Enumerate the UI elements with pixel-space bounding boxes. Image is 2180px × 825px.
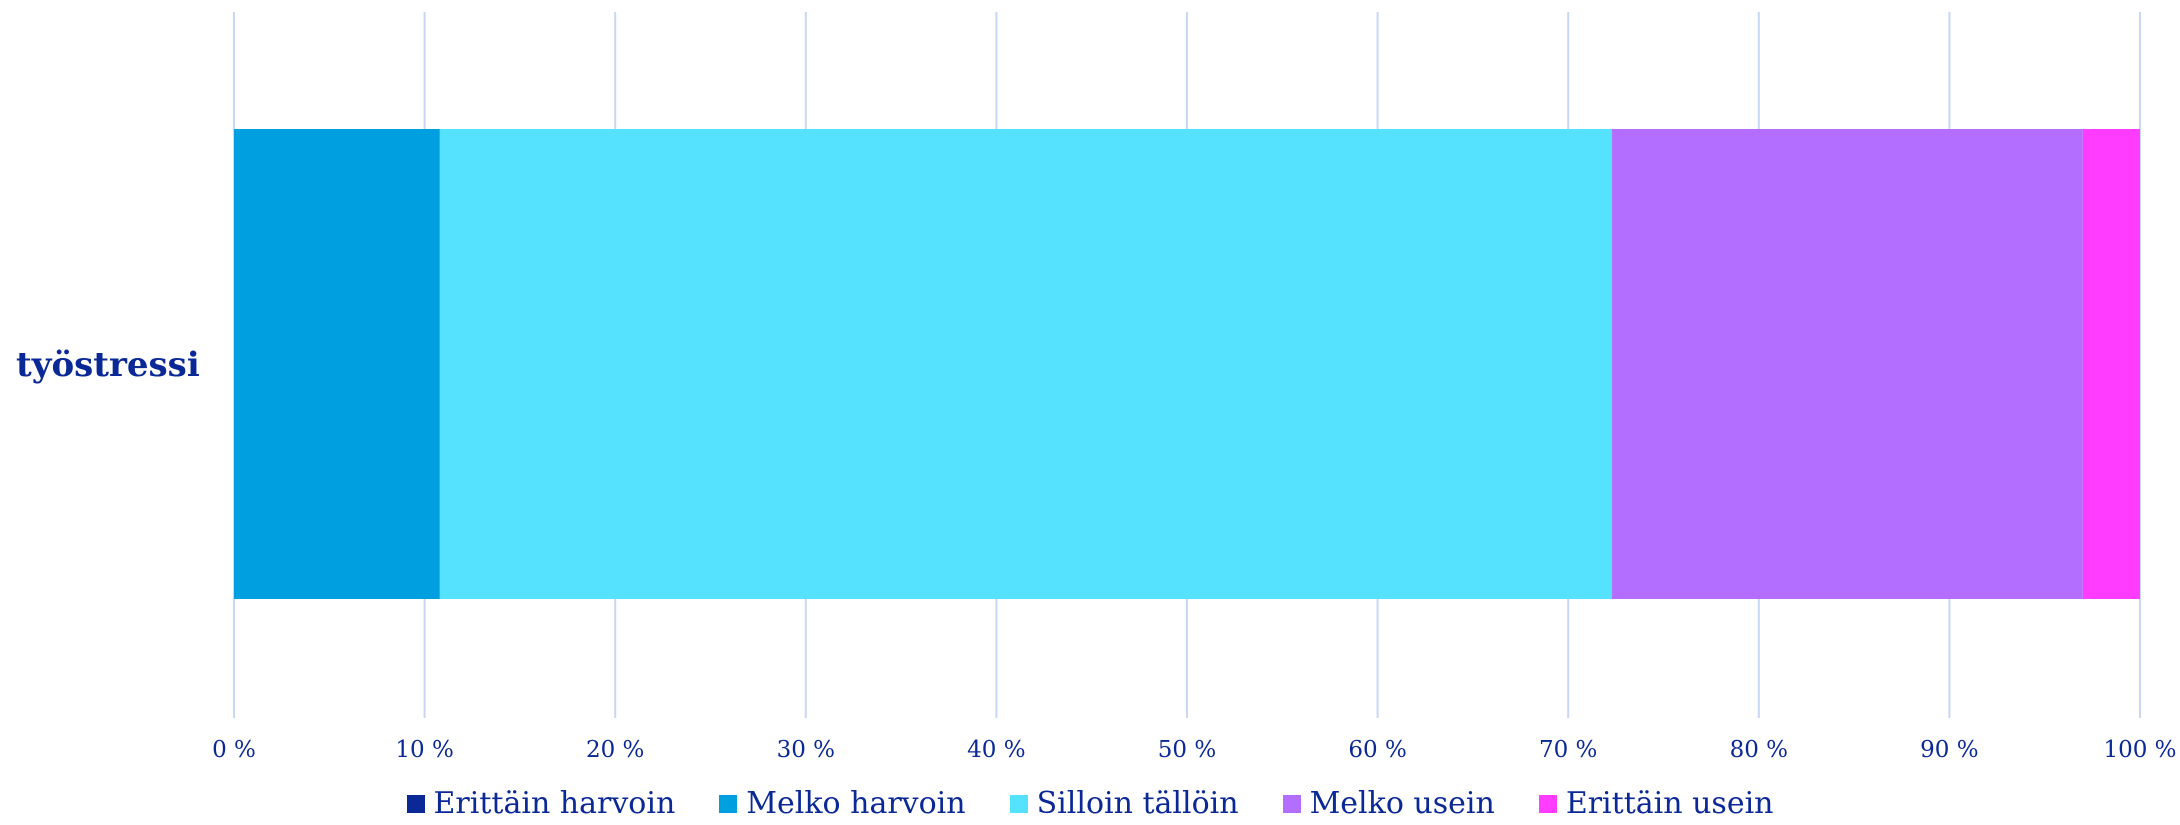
x-tick-label: 40 %: [967, 737, 1025, 763]
x-tick-label: 20 %: [586, 737, 644, 763]
x-axis-tick-labels: 0 % 10 % 20 % 30 % 40 % 50 % 60 % 70 % 80 % 90 % 1…: [212, 737, 2176, 763]
category-labels: työstressi: [16, 345, 200, 385]
legend-label: Melko harvoin: [746, 786, 966, 821]
x-tick-label: 10 %: [395, 737, 453, 763]
x-tick-label: 0 %: [212, 737, 256, 763]
x-tick-label: 60 %: [1348, 737, 1406, 763]
x-tick-label: 30 %: [777, 737, 835, 763]
legend-item: Erittäin harvoin: [406, 786, 676, 821]
chart-legend: Erittäin harvoin Melko harvoin Silloin täl…: [0, 786, 2180, 821]
legend-label: Melko usein: [1309, 786, 1495, 821]
bar-segments: [234, 129, 2140, 599]
bar-segment: [2082, 129, 2140, 599]
bar-segment: [1612, 129, 2083, 599]
legend-swatch: [406, 794, 425, 813]
legend-swatch: [1538, 794, 1557, 813]
legend-label: Erittäin harvoin: [433, 786, 676, 821]
legend-swatch: [1009, 794, 1028, 813]
legend-item: Melko harvoin: [719, 786, 966, 821]
legend-item: Melko usein: [1282, 786, 1495, 821]
x-tick-label: 90 %: [1920, 737, 1978, 763]
x-tick-label: 100 %: [2103, 737, 2176, 763]
legend-swatch: [719, 794, 738, 813]
stacked-bar-chart: työstressi 0 % 10 % 20 % 30 % 40 % 50 % 60 % 70…: [16, 12, 2177, 763]
legend-item: Erittäin usein: [1538, 786, 1774, 821]
category-label: työstressi: [16, 345, 200, 385]
legend-item: Silloin tällöin: [1009, 786, 1239, 821]
x-tick-label: 70 %: [1539, 737, 1597, 763]
legend-label: Silloin tällöin: [1036, 786, 1239, 821]
legend-swatch: [1282, 794, 1301, 813]
legend-label: Erittäin usein: [1565, 786, 1774, 821]
x-tick-label: 50 %: [1158, 737, 1216, 763]
x-tick-label: 80 %: [1730, 737, 1788, 763]
bar-segment: [439, 129, 1613, 599]
bar-segment: [234, 129, 440, 599]
